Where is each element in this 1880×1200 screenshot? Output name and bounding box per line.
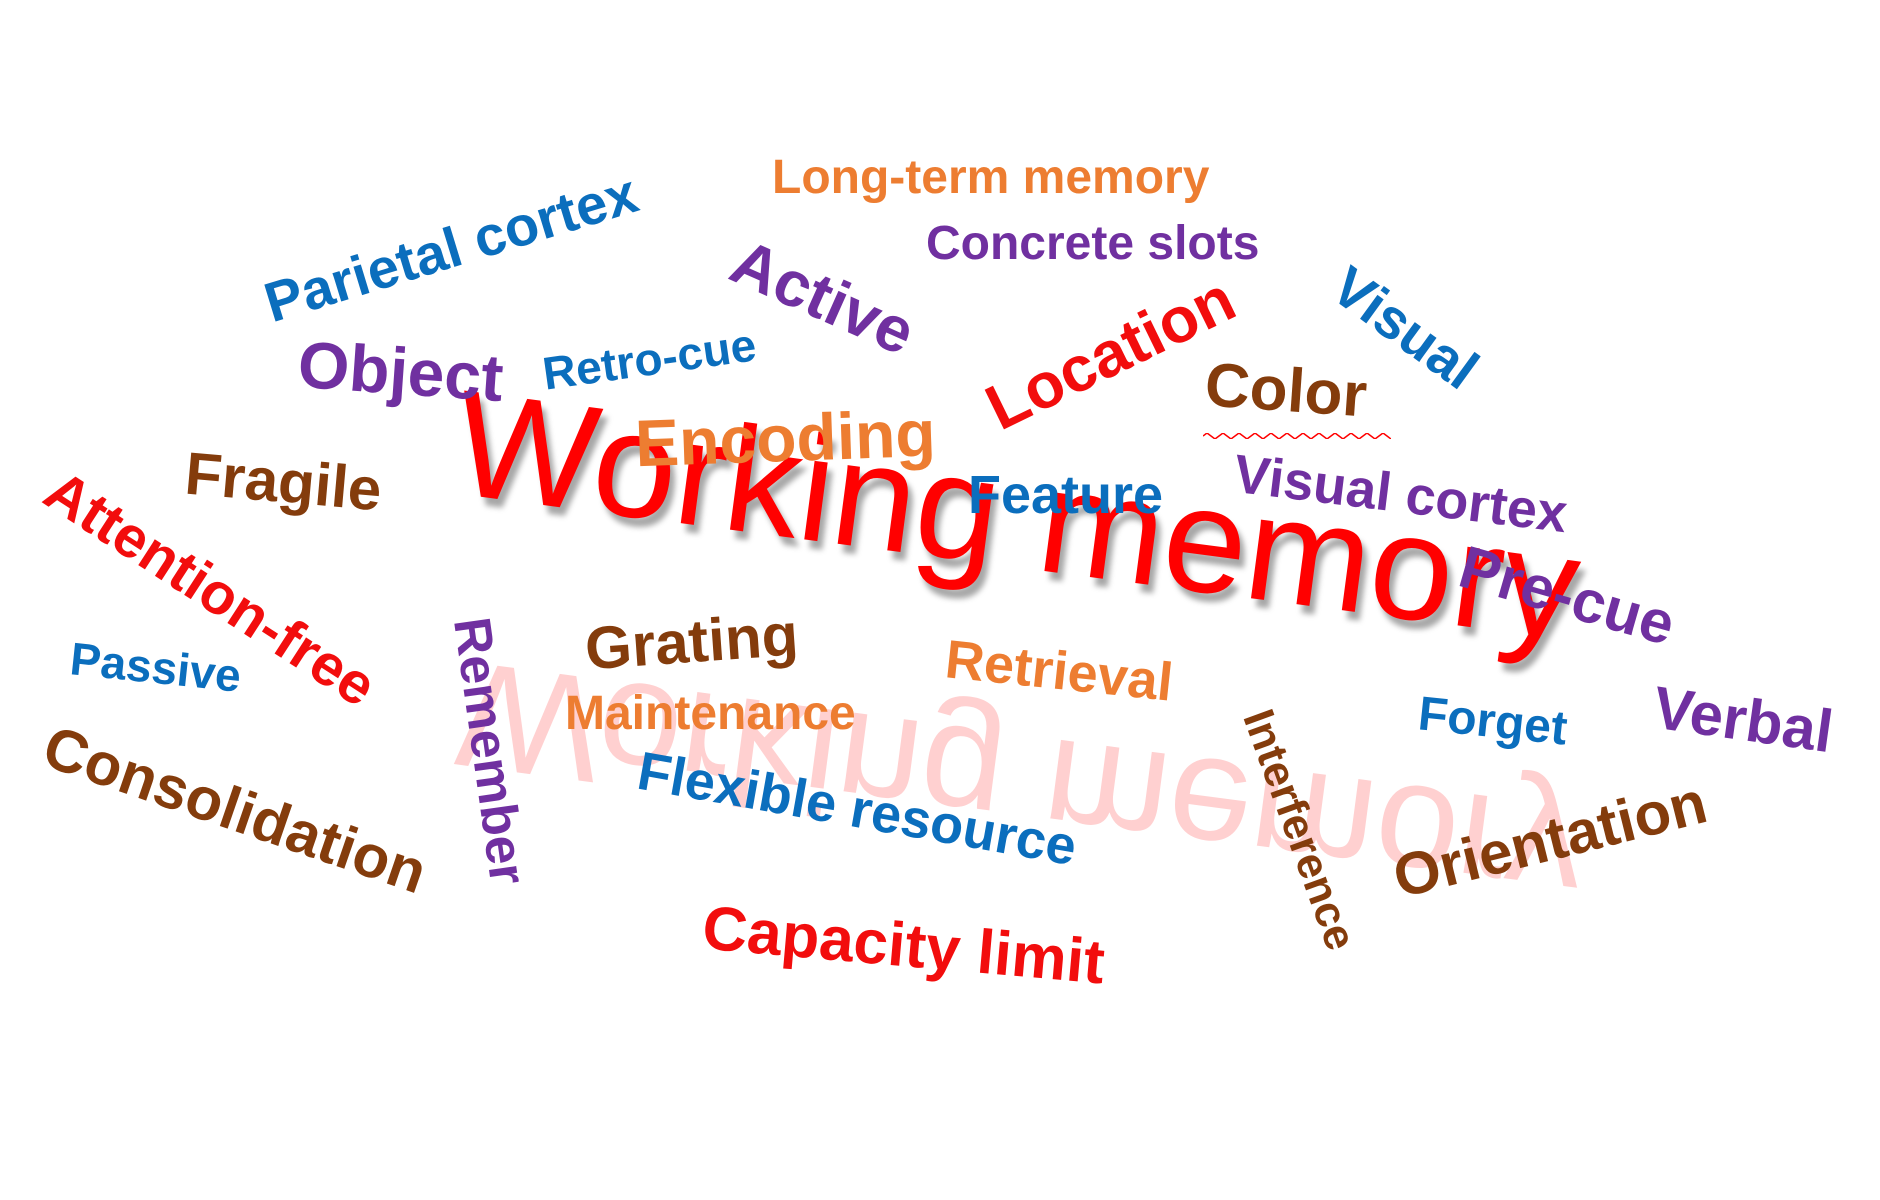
word-maintenance: Maintenance (565, 687, 856, 740)
word-feature: Feature (968, 465, 1164, 525)
word-capacity-limit: Capacity limit (699, 893, 1108, 998)
word-encoding: Encoding (633, 395, 937, 481)
word-long-term-memory: Long-term memory (772, 151, 1210, 204)
word-forget: Forget (1415, 687, 1570, 756)
word-parietal-cortex: Parietal cortex (257, 160, 645, 335)
spellcheck-squiggle (1203, 433, 1391, 439)
word-concrete-slots: Concrete slots (926, 217, 1260, 270)
word-fragile: Fragile (182, 439, 385, 524)
word-grating: Grating (582, 600, 801, 683)
word-object: Object (295, 326, 506, 416)
word-verbal: Verbal (1649, 673, 1837, 766)
word-color: Color (1202, 350, 1370, 431)
word-passive: Passive (67, 632, 244, 702)
word-consolidation: Consolidation (35, 712, 436, 907)
